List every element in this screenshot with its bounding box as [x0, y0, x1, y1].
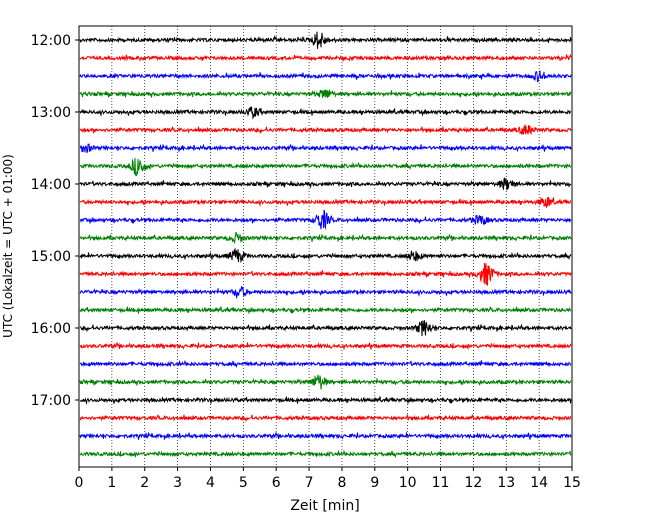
- x-tick-label: 15: [563, 475, 581, 491]
- plot-frame: [78, 25, 573, 468]
- seismogram-traces: [79, 31, 572, 459]
- x-tick-label: 9: [370, 475, 379, 491]
- x-tick-label: 8: [337, 475, 346, 491]
- y-tick-label: 17:00: [31, 393, 71, 409]
- x-tick-label: 4: [206, 475, 215, 491]
- seismogram-trace: [79, 449, 572, 459]
- seismogram-trace: [79, 320, 572, 337]
- seismogram-trace: [79, 431, 572, 440]
- seismogram-trace: [79, 247, 572, 264]
- x-tick-label: 6: [272, 475, 281, 491]
- seismogram-trace: [79, 414, 572, 422]
- y-tick-label: 13:00: [31, 105, 71, 121]
- seismogram-trace: [79, 359, 572, 368]
- seismogram-trace: [79, 396, 572, 405]
- seismogram-trace: [79, 177, 572, 191]
- x-tick-label: 7: [305, 475, 314, 491]
- seismogram-trace: [79, 196, 572, 208]
- x-tick-label: 10: [399, 475, 417, 491]
- seismogram-trace: [79, 157, 572, 176]
- seismogram-trace: [79, 374, 572, 390]
- x-tick-label: 5: [239, 475, 248, 491]
- x-tick-label: 1: [107, 475, 116, 491]
- seismogram-trace: [79, 70, 572, 83]
- seismogram-trace: [79, 31, 572, 49]
- seismogram-trace: [79, 143, 572, 154]
- seismogram-trace: [79, 209, 572, 230]
- seismogram-trace: [79, 263, 572, 286]
- seismogram-trace: [79, 106, 572, 120]
- x-tick-label: 11: [432, 475, 450, 491]
- y-tick-label: 15:00: [31, 249, 71, 265]
- seismogram-trace: [79, 232, 572, 244]
- y-tick-label: 14:00: [31, 177, 71, 193]
- y-tick-label: 12:00: [31, 33, 71, 49]
- x-tick-label: 2: [140, 475, 149, 491]
- x-tick-label: 0: [75, 475, 84, 491]
- x-tick-label: 3: [173, 475, 182, 491]
- x-axis-label: Zeit [min]: [290, 498, 359, 514]
- seismogram-trace: [79, 342, 572, 351]
- x-tick-label: 12: [464, 475, 482, 491]
- x-tick-label: 14: [530, 475, 548, 491]
- seismogram-trace: [79, 306, 572, 315]
- y-axis-ticks: 12:00 13:00 14:00 15:00 16:00 17:00: [31, 33, 79, 409]
- seismogram-trace: [79, 286, 572, 300]
- x-tick-label: 13: [497, 475, 515, 491]
- seismogram-trace: [79, 124, 572, 136]
- y-axis-label: UTC (Lokalzeit = UTC + 01:00): [1, 154, 15, 338]
- x-axis-ticks: 0 1 2 3 4 5 6 7 8 9 10 11 12 13 14 15: [75, 467, 581, 491]
- seismogram-trace: [79, 53, 572, 62]
- y-tick-label: 16:00: [31, 321, 71, 337]
- seismogram-trace: [79, 89, 572, 98]
